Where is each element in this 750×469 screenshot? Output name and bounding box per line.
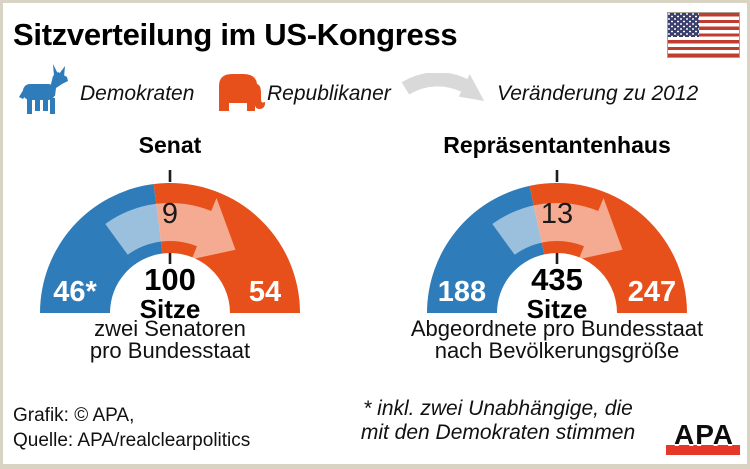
- legend-republicans-label: Republikaner: [267, 82, 391, 105]
- footnote-line2: mit den Demokraten stimmen: [360, 421, 636, 444]
- senate-change-value: 9: [161, 198, 179, 230]
- senate-total-seats: 100: [144, 262, 196, 297]
- change-arrow-overlay: [492, 198, 623, 260]
- house-republican-seats-label: 247: [627, 276, 677, 308]
- legend-change-label: Veränderung zu 2012: [497, 82, 699, 105]
- curved-arrow-shape: [401, 73, 485, 101]
- flag-star-canton: [668, 13, 699, 37]
- source-line: Quelle: APA/realclearpolitics: [13, 430, 251, 451]
- us-flag-icon: [667, 12, 740, 58]
- house-caption-line1: Abgeordnete pro Bundesstaat: [410, 316, 704, 341]
- credits: Grafik: © APA, Quelle: APA/realclearpoli…: [13, 403, 250, 453]
- elephant-shape: [219, 74, 266, 111]
- change-arrow-overlay: [105, 198, 236, 260]
- house-seats-unit: Sitze: [526, 294, 588, 324]
- credit-line: Grafik: © APA,: [13, 405, 135, 426]
- house-total-seats: 435: [531, 262, 583, 297]
- senate-democrat-seats-label: 46*: [53, 276, 97, 308]
- apa-logo-text: APA: [673, 419, 735, 450]
- house-gauge-svg: [427, 170, 687, 313]
- senate-caption-line2: pro Bundesstaat: [89, 338, 251, 363]
- house-democrat-seats-label: 188: [437, 276, 487, 308]
- senate-seats-unit: Sitze: [139, 294, 201, 324]
- house-caption-line2: nach Bevölkerungsgröße: [434, 338, 680, 363]
- donkey-shape: [19, 64, 68, 114]
- page-title: Sitzverteilung im US-Kongress: [13, 17, 458, 52]
- senate-republican-seats-label: 54: [248, 276, 282, 308]
- legend-democrats-label: Demokraten: [80, 82, 195, 105]
- apa-logo: APA: [666, 419, 740, 459]
- footnote-line1: * inkl. zwei Unabhängige, die: [363, 397, 633, 420]
- house-change-value: 13: [540, 198, 574, 230]
- senate-caption-line1: zwei Senatoren: [94, 316, 246, 341]
- curved-arrow-right-icon: [401, 73, 485, 101]
- footnote: * inkl. zwei Unabhängige, die mit den De…: [333, 397, 663, 445]
- house-chart: Repräsentantenhaus 188 247 13 435 Sitze …: [378, 130, 747, 372]
- senate-chart-title: Senat: [138, 132, 202, 158]
- house-chart-title: Repräsentantenhaus: [443, 132, 671, 158]
- elephant-icon: [219, 74, 266, 111]
- senate-gauge-svg: [40, 170, 300, 313]
- senate-chart: Senat 46* 54 9 100 Sitze zwei Senatoren …: [3, 130, 378, 372]
- donkey-icon: [19, 64, 68, 114]
- apa-logo-bar: [666, 445, 740, 455]
